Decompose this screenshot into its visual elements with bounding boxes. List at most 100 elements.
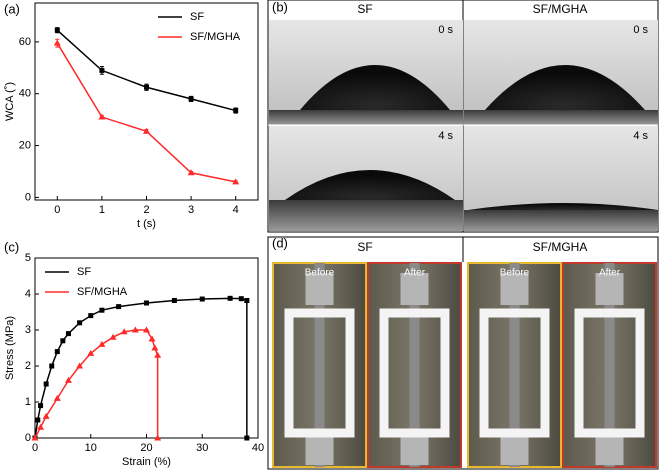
photo-label: After	[404, 268, 426, 279]
series-line	[34, 297, 248, 439]
photo-base	[269, 110, 463, 125]
rod	[604, 263, 615, 467]
marker	[143, 326, 150, 333]
marker	[244, 297, 250, 303]
droplet	[485, 65, 645, 110]
marker	[131, 326, 139, 333]
x-tick-label: 3	[188, 204, 194, 216]
legend-label: SF/MGHA	[77, 286, 128, 298]
photo-label: After	[599, 268, 621, 279]
marker	[42, 412, 50, 419]
marker	[53, 39, 61, 46]
time-label: 0 s	[633, 24, 648, 36]
clamp	[595, 273, 624, 305]
marker	[54, 27, 60, 33]
clamp	[500, 273, 529, 305]
x-tick-label: 2	[143, 204, 149, 216]
photo-label: Before	[500, 268, 530, 279]
droplet	[285, 170, 455, 200]
marker	[144, 84, 149, 90]
marker	[116, 304, 122, 310]
photo-base	[269, 200, 463, 231]
marker	[88, 313, 94, 319]
rod	[409, 263, 420, 467]
y-tick-label: 20	[19, 139, 31, 151]
x-tick-label: 1	[99, 204, 105, 216]
panel-label: (c)	[4, 239, 19, 254]
y-tick-label: 3	[25, 324, 31, 336]
x-axis-title: t (s)	[137, 218, 156, 230]
marker	[77, 320, 83, 326]
marker	[227, 295, 233, 301]
legend-label: SF	[190, 11, 204, 23]
clamp	[305, 273, 334, 305]
sample-frame	[379, 308, 450, 438]
column-title: SF/MGHA	[533, 2, 588, 16]
marker	[171, 297, 177, 303]
marker	[37, 423, 45, 430]
column-title: SF/MGHA	[533, 240, 588, 254]
marker	[54, 349, 60, 355]
marker	[98, 113, 106, 120]
marker	[87, 349, 95, 356]
marker	[187, 169, 195, 176]
x-tick-label: 40	[252, 442, 264, 454]
marker	[238, 296, 244, 302]
y-axis-title: Stress (MPa)	[4, 316, 16, 380]
legend-label: SF	[77, 266, 91, 278]
marker	[35, 417, 41, 423]
panel-label: (b)	[272, 0, 288, 14]
sample-frame	[479, 308, 550, 438]
time-label: 0 s	[438, 24, 453, 36]
x-tick-label: 30	[196, 442, 208, 454]
y-tick-label: 4	[25, 288, 31, 300]
panel-label: (a)	[4, 1, 20, 16]
clamp	[595, 437, 624, 465]
time-label: 4 s	[438, 130, 453, 142]
column-title: SF	[357, 240, 372, 254]
clamp	[500, 437, 529, 465]
marker	[143, 127, 150, 134]
marker	[99, 307, 105, 313]
sample-frame	[284, 308, 355, 438]
marker	[31, 434, 39, 441]
series-line	[56, 42, 236, 183]
x-axis-title: Strain (%)	[122, 456, 171, 468]
rod	[314, 263, 325, 467]
marker	[38, 403, 44, 409]
y-tick-label: 0	[25, 191, 31, 203]
photo-base	[464, 210, 658, 231]
y-tick-label: 2	[25, 360, 31, 372]
marker	[60, 338, 66, 344]
y-tick-label: 0	[25, 432, 31, 444]
droplet	[300, 65, 450, 110]
marker	[148, 335, 156, 342]
y-tick-label: 40	[19, 88, 31, 100]
marker	[98, 340, 106, 347]
x-tick-label: 0	[32, 442, 38, 454]
y-tick-label: 5	[25, 252, 31, 264]
clamp	[400, 437, 429, 465]
marker	[99, 67, 105, 73]
x-tick-label: 0	[54, 204, 60, 216]
photo-label: Before	[305, 268, 335, 279]
series-line	[34, 329, 159, 439]
marker	[144, 300, 149, 306]
x-tick-label: 20	[140, 442, 152, 454]
marker	[188, 96, 194, 102]
marker	[151, 344, 159, 351]
y-tick-label: 60	[19, 36, 31, 48]
marker	[233, 108, 239, 114]
marker	[53, 394, 61, 401]
x-tick-label: 10	[85, 442, 97, 454]
legend-label: SF/MGHA	[190, 31, 241, 43]
marker	[120, 328, 128, 335]
photo-base	[464, 110, 658, 125]
sample-frame	[574, 308, 645, 438]
rod	[509, 263, 520, 467]
marker	[43, 381, 49, 387]
panel-label: (d)	[272, 235, 288, 250]
marker	[64, 376, 72, 383]
marker	[49, 363, 55, 369]
